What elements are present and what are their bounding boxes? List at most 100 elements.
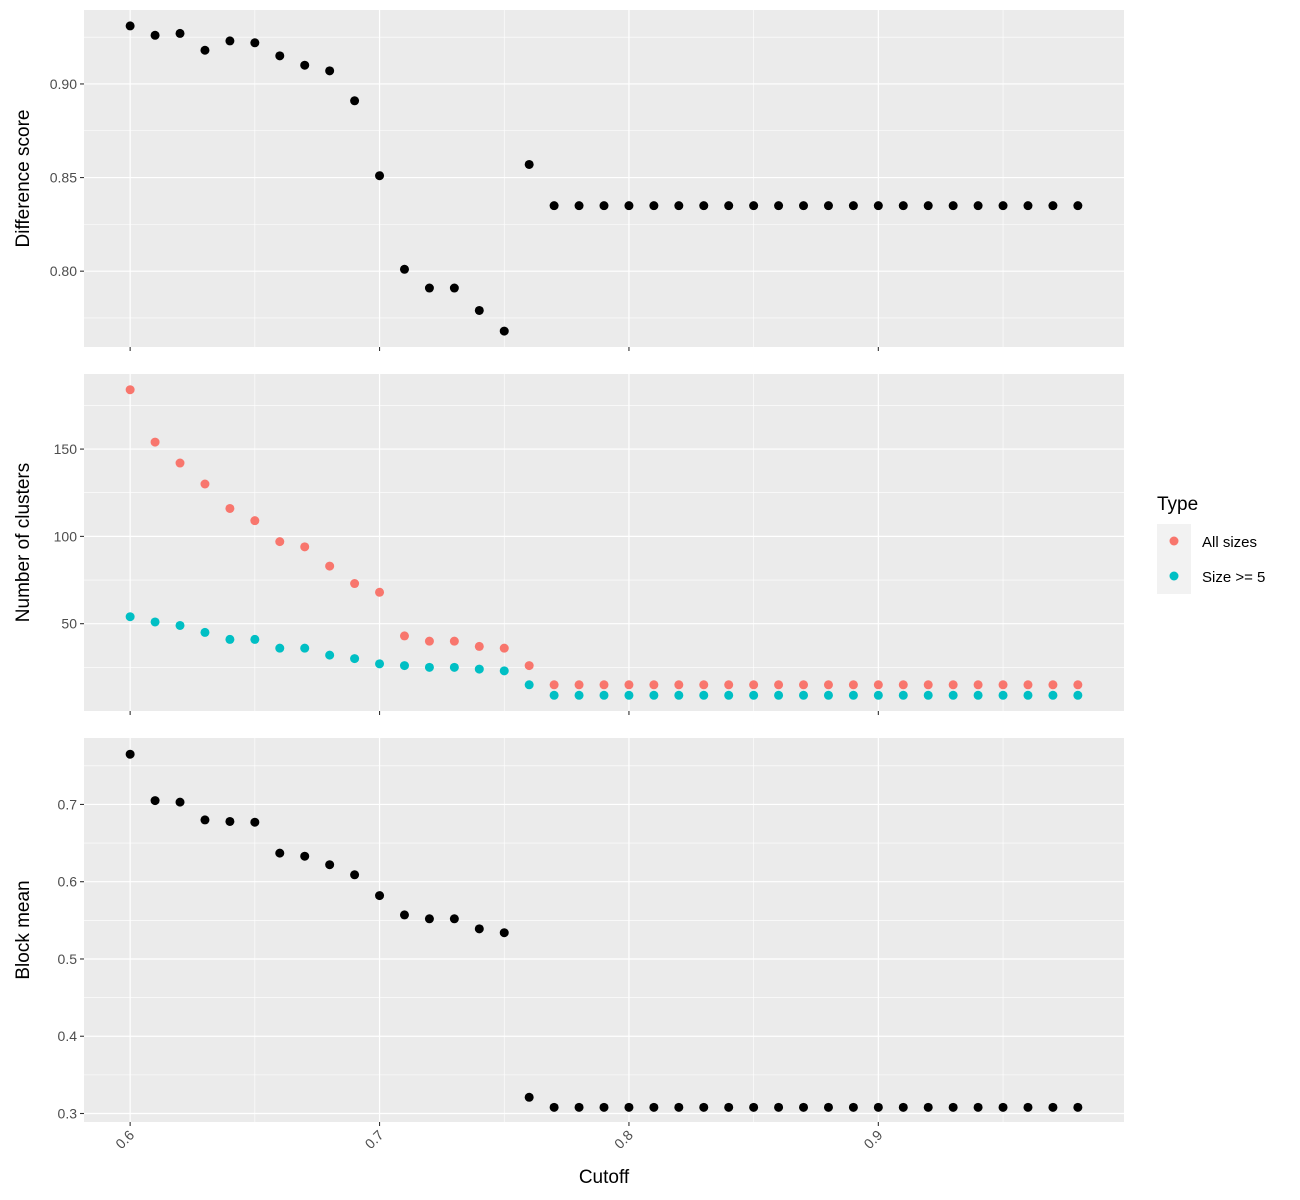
data-point — [200, 479, 210, 489]
data-point — [799, 690, 809, 700]
data-point — [898, 1102, 908, 1112]
data-point — [599, 680, 609, 690]
data-point — [649, 690, 659, 700]
data-point — [499, 928, 509, 938]
data-point — [399, 910, 409, 920]
data-point — [150, 437, 160, 447]
data-point — [225, 36, 235, 46]
data-point — [998, 1102, 1008, 1112]
data-point — [524, 1092, 534, 1102]
data-point — [649, 680, 659, 690]
data-point — [125, 612, 135, 622]
panel-background — [84, 738, 1124, 1122]
data-point — [449, 636, 459, 646]
data-point — [399, 631, 409, 641]
data-point — [325, 860, 335, 870]
data-point — [649, 1102, 659, 1112]
y-tick-label: 150 — [54, 441, 78, 457]
data-point — [125, 385, 135, 395]
data-point — [399, 661, 409, 671]
legend-key — [1169, 571, 1179, 581]
data-point — [350, 579, 360, 589]
data-point — [1048, 1102, 1058, 1112]
data-point — [898, 690, 908, 700]
data-point — [200, 45, 210, 55]
x-tick-label: 0.7 — [362, 1127, 387, 1152]
data-point — [998, 680, 1008, 690]
data-point — [699, 1102, 709, 1112]
data-point — [175, 458, 185, 468]
data-point — [375, 891, 385, 901]
data-point — [300, 60, 310, 70]
data-point — [749, 201, 759, 211]
data-point — [724, 1102, 734, 1112]
data-point — [649, 201, 659, 211]
data-point — [973, 680, 983, 690]
data-point — [175, 28, 185, 38]
data-point — [774, 1102, 784, 1112]
data-point — [499, 666, 509, 676]
data-point — [948, 1102, 958, 1112]
data-point — [674, 690, 684, 700]
data-point — [574, 690, 584, 700]
data-point — [848, 201, 858, 211]
data-point — [225, 634, 235, 644]
data-point — [225, 816, 235, 826]
data-point — [524, 159, 534, 169]
data-point — [749, 680, 759, 690]
data-point — [1023, 201, 1033, 211]
data-point — [300, 851, 310, 861]
y-axis-title: Block mean — [13, 880, 34, 979]
data-point — [774, 201, 784, 211]
data-point — [599, 690, 609, 700]
legend-key — [1169, 536, 1179, 546]
data-point — [250, 38, 260, 48]
data-point — [399, 264, 409, 274]
data-point — [823, 201, 833, 211]
data-point — [624, 680, 634, 690]
y-tick-label: 0.3 — [58, 1106, 78, 1122]
data-point — [150, 617, 160, 627]
data-point — [873, 690, 883, 700]
data-point — [225, 503, 235, 513]
data-point — [1048, 201, 1058, 211]
data-point — [1023, 690, 1033, 700]
data-point — [674, 201, 684, 211]
data-point — [1023, 1102, 1033, 1112]
data-point — [848, 1102, 858, 1112]
legend-key-background — [1157, 524, 1191, 594]
data-point — [300, 542, 310, 552]
data-point — [1048, 690, 1058, 700]
x-tick-label: 0.9 — [860, 1127, 885, 1152]
data-point — [699, 690, 709, 700]
y-tick-label: 0.5 — [58, 951, 78, 967]
y-tick-label: 50 — [61, 616, 77, 632]
panel-0 — [80, 10, 1124, 351]
data-point — [699, 201, 709, 211]
y-tick-label: 0.7 — [58, 796, 78, 812]
data-point — [674, 680, 684, 690]
data-point — [873, 680, 883, 690]
data-point — [524, 680, 534, 690]
data-point — [923, 680, 933, 690]
data-point — [275, 848, 285, 858]
data-point — [699, 680, 709, 690]
data-point — [325, 66, 335, 76]
data-point — [1048, 680, 1058, 690]
data-point — [1073, 201, 1083, 211]
x-axis-title: Cutoff — [579, 1167, 630, 1188]
data-point — [150, 796, 160, 806]
data-point — [998, 201, 1008, 211]
data-point — [873, 1102, 883, 1112]
data-point — [125, 21, 135, 31]
data-point — [325, 561, 335, 571]
y-tick-label: 0.85 — [50, 170, 77, 186]
data-point — [749, 690, 759, 700]
data-point — [524, 661, 534, 671]
data-point — [998, 690, 1008, 700]
y-axis-title: Difference score — [13, 110, 34, 248]
data-point — [499, 643, 509, 653]
data-point — [774, 690, 784, 700]
data-point — [973, 1102, 983, 1112]
